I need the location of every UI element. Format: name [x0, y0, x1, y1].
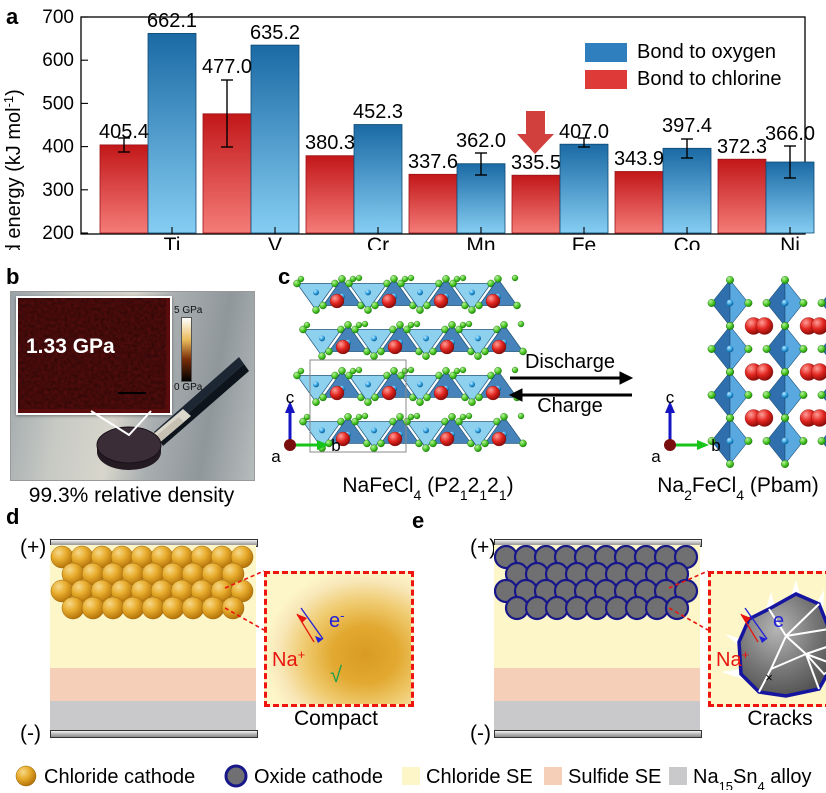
svg-text:452.3: 452.3 [353, 101, 403, 123]
svg-text:700: 700 [42, 7, 74, 28]
svg-text:500: 500 [42, 93, 74, 114]
svg-text:Na+: Na+ [272, 647, 305, 672]
svg-text:Bond energy (kJ mol-1): Bond energy (kJ mol-1) [1, 89, 26, 250]
svg-text:e: e [773, 610, 784, 632]
svg-text:Ni: Ni [780, 234, 800, 250]
svg-text:Charge: Charge [537, 395, 603, 417]
svg-text:c: c [666, 388, 675, 407]
svg-text:Bond to chlorine: Bond to chlorine [637, 68, 782, 90]
svg-text:343.9: 343.9 [614, 148, 664, 170]
svg-text:Cr: Cr [367, 234, 389, 250]
svg-text:397.4: 397.4 [662, 115, 712, 137]
svg-text:Discharge: Discharge [525, 351, 615, 373]
svg-text:400: 400 [42, 137, 74, 158]
svg-text:600: 600 [42, 50, 74, 71]
svg-text:a: a [651, 447, 661, 466]
svg-text:Na2FeCl4 (Pbam): Na2FeCl4 (Pbam) [657, 474, 818, 500]
svg-text:V: V [268, 234, 282, 250]
svg-text:NaFeCl4 (P212121): NaFeCl4 (P212121) [342, 474, 513, 500]
svg-text:362.0: 362.0 [456, 130, 506, 152]
svg-text:Fe: Fe [572, 234, 597, 250]
svg-text:Mn: Mn [466, 234, 495, 250]
svg-text:b: b [711, 436, 720, 455]
svg-text:372.3: 372.3 [717, 136, 767, 158]
svg-text:335.5: 335.5 [511, 152, 561, 174]
svg-text:200: 200 [42, 223, 74, 244]
svg-text:Co: Co [674, 234, 701, 250]
svg-text:635.2: 635.2 [250, 22, 300, 44]
svg-text:Chloride cathode: Chloride cathode [44, 766, 195, 788]
svg-text:300: 300 [42, 180, 74, 201]
svg-text:Oxide cathode: Oxide cathode [254, 766, 383, 788]
svg-text:b: b [331, 436, 340, 455]
svg-text:Bond to oxygen: Bond to oxygen [637, 41, 776, 63]
svg-text:a: a [271, 447, 281, 466]
svg-text:407.0: 407.0 [559, 121, 609, 143]
svg-text:366.0: 366.0 [765, 123, 815, 145]
svg-text:477.0: 477.0 [202, 56, 252, 78]
svg-text:337.6: 337.6 [408, 151, 458, 173]
svg-text:Ti: Ti [164, 234, 181, 250]
svg-text:×: × [765, 670, 773, 685]
svg-text:405.4: 405.4 [99, 121, 149, 143]
svg-text:c: c [286, 388, 295, 407]
svg-text:662.1: 662.1 [147, 10, 197, 32]
svg-text:e-: e- [329, 608, 344, 633]
svg-text:√: √ [330, 662, 343, 687]
svg-text:380.3: 380.3 [305, 132, 355, 154]
